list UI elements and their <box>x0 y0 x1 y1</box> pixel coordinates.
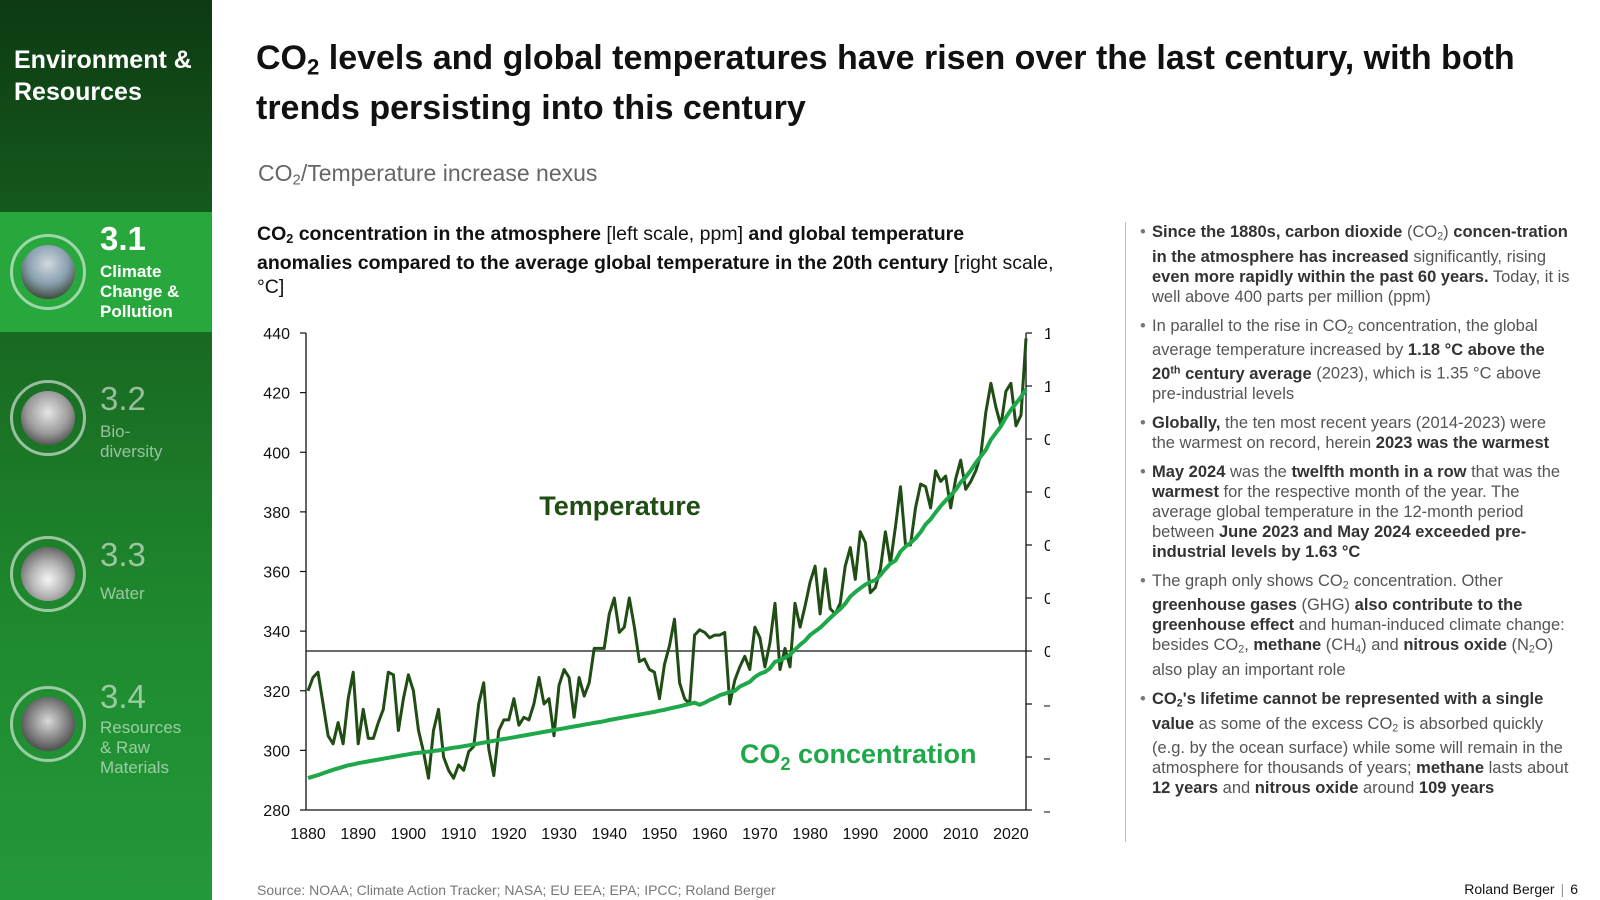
left-tick-label: 340 <box>263 624 290 641</box>
x-tick-label: 1980 <box>792 826 828 843</box>
nav-number: 3.1 <box>100 220 146 257</box>
page-title: CO2 levels and global temperatures have … <box>256 38 1556 129</box>
subheading-co2: CO <box>258 160 293 186</box>
right-tick-label: 1.2 <box>1044 326 1050 343</box>
right-tick-label: –0.2 <box>1044 697 1050 714</box>
nav-item-climate[interactable]: 3.1 Climate Change & Pollution <box>0 212 212 332</box>
co2-series-label: CO2 concentration <box>740 739 977 774</box>
chart-title-left-scale: [left scale, ppm] <box>601 223 749 245</box>
left-tick-label: 300 <box>263 743 290 760</box>
nav-label: Bio- diversity <box>100 422 163 461</box>
x-tick-label: 1880 <box>290 826 326 843</box>
nav-label: Water <box>100 584 145 603</box>
right-tick-label: –0.6 <box>1044 803 1050 820</box>
note-bullet: The graph only shows CO2 concentration. … <box>1140 571 1570 680</box>
x-tick-label: 1970 <box>742 826 778 843</box>
co2-temperature-chart: 280 300 320 340 360 380 400 420 440 –0.6 –0.4 –0.2 0… <box>263 326 1050 843</box>
right-tick-label: 0.8 <box>1044 432 1050 449</box>
x-tick-label: 1940 <box>591 826 627 843</box>
chart-title-bold-1: concentration in the atmosphere <box>293 223 602 245</box>
brand-footer: Roland Berger | 6 <box>1464 881 1578 897</box>
x-tick-label: 1920 <box>491 826 527 843</box>
co2-concentration-line <box>307 388 1028 781</box>
subheading-co2-subscript: 2 <box>292 171 301 189</box>
title-text: levels and global temperatures have rise… <box>256 39 1515 127</box>
x-tick-label: 1890 <box>340 826 376 843</box>
source-note: Source: NOAA; Climate Action Tracker; NA… <box>257 882 776 898</box>
nav-label: Resources & Raw Materials <box>100 718 182 777</box>
left-tick-label: 420 <box>263 386 290 403</box>
notes-panel: Since the 1880s, carbon dioxide (CO2) co… <box>1125 222 1570 842</box>
right-tick-label: –0.4 <box>1044 750 1050 767</box>
right-tick-label: 0.6 <box>1044 485 1050 502</box>
right-tick-label: 0.0 <box>1044 644 1050 661</box>
nav-item-water[interactable]: 3.3 Water <box>0 524 212 644</box>
nav-item-biodiversity[interactable]: 3.2 Bio- diversity <box>0 368 212 488</box>
note-bullet: CO2's lifetime cannot be represented wit… <box>1140 689 1570 798</box>
note-bullet: Since the 1880s, carbon dioxide (CO2) co… <box>1140 222 1570 307</box>
subheading: CO2/Temperature increase nexus <box>258 160 597 189</box>
x-tick-label: 1960 <box>692 826 728 843</box>
nav-label: Climate Change & Pollution <box>100 262 180 321</box>
chart-title: CO2 concentration in the atmosphere [lef… <box>257 222 1057 299</box>
brand-name: Roland Berger <box>1464 881 1555 897</box>
water-drop-thumbnail-icon <box>10 536 86 612</box>
bird-thumbnail-icon <box>10 380 86 456</box>
title-co2: CO <box>256 39 307 77</box>
chart-title-right-scale: [right scale, °C] <box>257 252 1054 299</box>
temperature-series-label: Temperature <box>539 491 701 521</box>
left-tick-label: 360 <box>263 565 290 582</box>
left-tick-label: 400 <box>263 445 290 462</box>
x-tick-label: 1950 <box>642 826 678 843</box>
mine-thumbnail-icon <box>10 686 86 762</box>
right-tick-label: 0.2 <box>1044 591 1050 608</box>
chart-title-co2-subscript: 2 <box>286 232 294 247</box>
subheading-text: /Temperature increase nexus <box>300 160 598 186</box>
climate-thumbnail-icon <box>10 234 86 310</box>
x-tick-label: 1910 <box>441 826 477 843</box>
nav-number: 3.3 <box>100 536 146 573</box>
right-tick-label: 0.4 <box>1044 538 1050 555</box>
right-tick-label: 1.0 <box>1044 379 1050 396</box>
section-title: Environment & Resources <box>14 46 192 106</box>
x-tick-label: 2010 <box>943 826 979 843</box>
left-tick-label: 320 <box>263 684 290 701</box>
nav-number: 3.4 <box>100 678 146 715</box>
note-bullet: In parallel to the rise in CO2 concentra… <box>1140 316 1570 404</box>
temperature-line <box>306 338 1028 780</box>
note-bullet: May 2024 was the twelfth month in a row … <box>1140 462 1570 562</box>
chart-title-bold-2: and global temperature anomalies compare… <box>257 223 965 275</box>
left-tick-label: 280 <box>263 803 290 820</box>
title-co2-subscript: 2 <box>307 54 320 80</box>
nav-item-resources[interactable]: 3.4 Resources & Raw Materials <box>0 672 212 792</box>
sidebar: Environment & Resources 3.1 Climate Chan… <box>0 0 212 900</box>
chart-title-co2: CO <box>257 223 287 245</box>
left-tick-label: 440 <box>263 326 290 343</box>
x-tick-label: 1990 <box>843 826 879 843</box>
nav-number: 3.2 <box>100 380 146 417</box>
x-tick-label: 2000 <box>893 826 929 843</box>
page-number: 6 <box>1570 881 1578 897</box>
x-tick-label: 1930 <box>541 826 577 843</box>
left-tick-label: 380 <box>263 505 290 522</box>
x-tick-label: 2020 <box>993 826 1029 843</box>
note-bullet: Globally, the ten most recent years (201… <box>1140 413 1570 453</box>
x-tick-label: 1900 <box>391 826 427 843</box>
